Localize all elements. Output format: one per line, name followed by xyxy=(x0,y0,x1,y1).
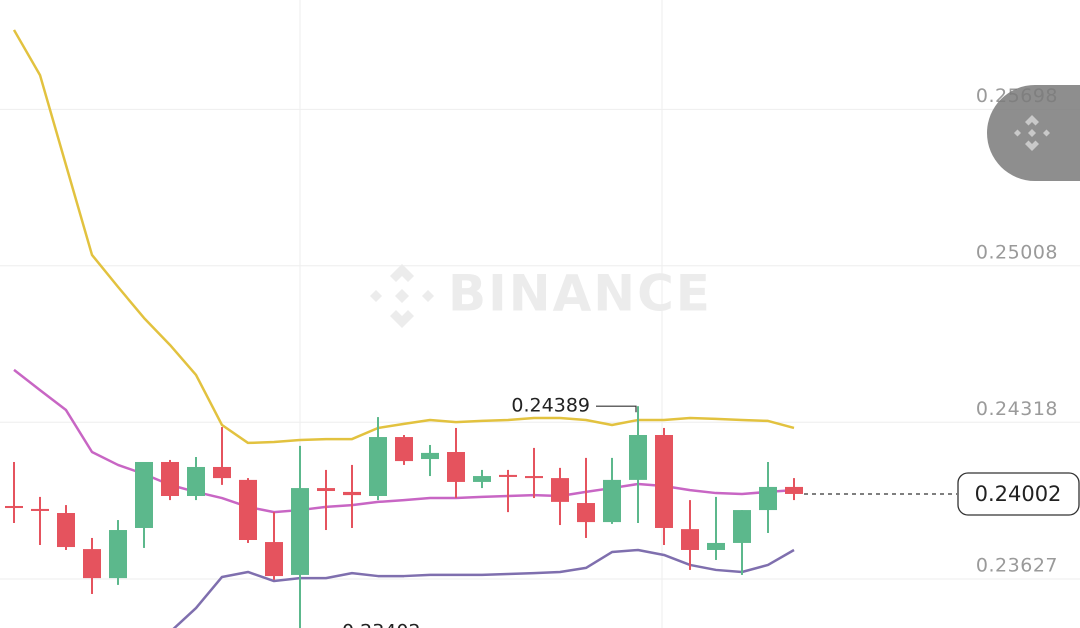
candle-body xyxy=(343,491,361,496)
candle-body xyxy=(655,434,673,528)
candle-body xyxy=(681,529,699,550)
candle-body xyxy=(785,486,803,494)
watermark-logo xyxy=(370,264,434,328)
candle-body xyxy=(239,479,257,541)
candle-body xyxy=(551,478,569,502)
max-marker-line xyxy=(596,405,637,413)
candle-body xyxy=(369,437,387,497)
max-label: 0.24389 xyxy=(511,395,590,417)
band-line xyxy=(12,29,795,445)
floating-button[interactable] xyxy=(987,85,1080,181)
candle-body xyxy=(57,513,75,548)
candle-body xyxy=(187,466,205,497)
candle-body xyxy=(395,437,413,462)
last-price-box xyxy=(957,472,1080,516)
y-tick-label: 0.24318 xyxy=(976,398,1058,420)
candle-body xyxy=(733,510,751,543)
candle-body xyxy=(603,479,621,523)
candle-body xyxy=(31,508,49,511)
candle-body xyxy=(5,505,23,509)
candle-body xyxy=(265,542,283,577)
y-tick-label: 0.23627 xyxy=(976,555,1058,577)
candle-body xyxy=(707,542,725,550)
last-price-label: 0.24002 xyxy=(975,482,1062,506)
candle-body xyxy=(759,486,777,511)
candle-body xyxy=(499,474,517,477)
plot-area xyxy=(5,29,803,628)
grid xyxy=(0,108,1080,580)
candle-body xyxy=(83,549,101,579)
candle-body xyxy=(317,488,335,492)
candle-body xyxy=(421,452,439,460)
candle-body xyxy=(213,466,231,479)
candle-body xyxy=(109,530,127,579)
min-label: 0.23402 xyxy=(342,621,421,628)
candle-body xyxy=(447,452,465,482)
band-line xyxy=(172,548,795,628)
candle-body xyxy=(629,434,647,480)
watermark: BINANCE xyxy=(370,264,712,328)
candle-body xyxy=(577,503,595,523)
candle-body xyxy=(161,461,179,497)
candle-body xyxy=(473,476,491,482)
overlay: 0.236270.243180.250080.256980.243890.234… xyxy=(342,85,1080,628)
candle-body xyxy=(135,461,153,528)
watermark-text: BINANCE xyxy=(448,265,712,323)
button-icon xyxy=(1014,115,1050,151)
candle-body xyxy=(291,488,309,575)
candle-body xyxy=(525,476,543,479)
y-tick-label: 0.25008 xyxy=(976,241,1058,263)
